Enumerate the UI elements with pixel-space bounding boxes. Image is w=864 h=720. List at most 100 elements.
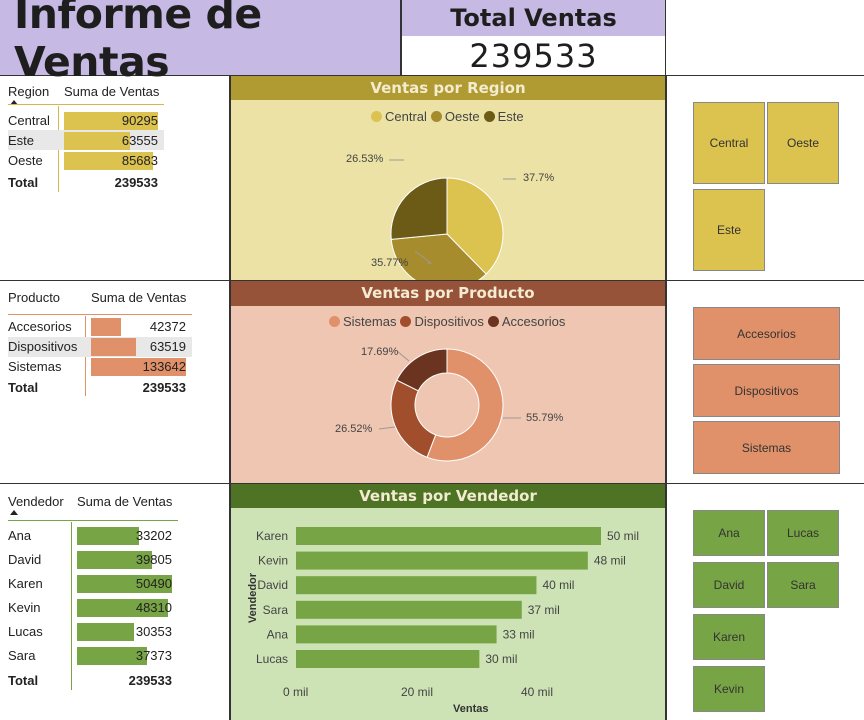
slicer-region-central[interactable]: Central	[693, 102, 765, 184]
divider-row-1	[0, 280, 864, 281]
product-slice-sistemas[interactable]	[426, 348, 504, 462]
seller_table-data-bar	[77, 623, 135, 641]
region_table-row-label[interactable]: Oeste	[8, 153, 43, 168]
region-slice-este[interactable]	[390, 177, 448, 240]
slicer-seller-ana[interactable]: Ana	[693, 510, 765, 556]
product-donut-chart[interactable]	[231, 281, 665, 483]
product-legend[interactable]: Sistemas Dispositivos Accesorios	[329, 314, 565, 329]
report-title-box: Informe de Ventas	[0, 0, 402, 86]
sort-arrow-icon	[10, 510, 18, 515]
x-tick-label: 0 mil	[283, 685, 309, 699]
seller-value-header[interactable]: Suma de Ventas	[77, 494, 173, 509]
region-slice-central[interactable]	[446, 177, 504, 275]
product-slice-accesorios[interactable]	[396, 348, 448, 392]
product_table-row-label[interactable]: Accesorios	[8, 319, 72, 334]
slicer-product-accesorios[interactable]: Accesorios	[693, 307, 840, 360]
seller-bar-kevin[interactable]	[296, 551, 588, 570]
product-col-header[interactable]: Producto	[8, 290, 61, 305]
region-pie-chart[interactable]	[231, 76, 665, 280]
slicer-seller-kevin[interactable]: Kevin	[693, 666, 765, 712]
y-tick-label: Sara	[263, 603, 289, 617]
slicer-region-oeste[interactable]: Oeste	[767, 102, 839, 184]
seller-bar-ana[interactable]	[296, 625, 497, 644]
total-value: 239533	[114, 175, 158, 190]
seller-bar-sara[interactable]	[296, 600, 522, 619]
seller_table-row-label[interactable]: Lucas	[8, 624, 43, 639]
seller_table-row-label[interactable]: Sara	[8, 648, 36, 663]
bar-data-label: 33 mil	[503, 627, 535, 641]
total-label: Total	[8, 175, 39, 190]
seller-bar-lucas[interactable]	[296, 650, 480, 668]
seller_table-row-label[interactable]: David	[8, 552, 42, 567]
region-chart-panel: Ventas por Region Central Oeste Este 37.…	[231, 76, 665, 280]
seller_table-data-bar	[77, 599, 168, 617]
bar-data-label: 40 mil	[542, 578, 574, 592]
product-chart-title: Ventas por Producto	[361, 284, 535, 302]
region_table-row-label[interactable]: Este	[8, 133, 35, 148]
slicer-product-dispositivos[interactable]: Dispositivos	[693, 364, 840, 417]
seller-col-header[interactable]: Vendedor	[8, 494, 64, 509]
seller_table-data-bar	[77, 575, 172, 593]
seller_table-row-label[interactable]: Karen	[8, 576, 43, 591]
seller_table-row-value: 33202	[135, 528, 172, 543]
product_table-row-value: 42372	[149, 319, 186, 334]
x-tick-label: 40 mil	[521, 685, 554, 699]
legend-item: Dispositivos	[400, 314, 484, 329]
seller-table: Vendedor Suma de Ventas Ana 33202 David 398…	[8, 494, 208, 694]
legend-dot-icon	[400, 316, 412, 327]
legend-item: Central	[371, 109, 427, 124]
divider-col-2	[665, 76, 667, 720]
product-slice-label: 17.69%	[361, 346, 399, 358]
bar-data-label: 48 mil	[594, 554, 626, 568]
slicer-seller-karen[interactable]: Karen	[693, 614, 765, 660]
region_table-row-label[interactable]: Central	[8, 113, 50, 128]
region-legend[interactable]: Central Oeste Este	[371, 109, 524, 124]
total-value: 239533	[142, 380, 186, 395]
y-tick-label: Kevin	[258, 554, 288, 568]
product_table-row-label[interactable]: Dispositivos	[8, 339, 78, 354]
y-tick-label: David	[257, 578, 288, 592]
region_table-row-value: 90295	[121, 113, 158, 128]
region_table-data-bar	[64, 132, 131, 150]
product-slice-label: 26.52%	[335, 423, 373, 435]
seller-bar-karen[interactable]	[296, 527, 601, 545]
y-tick-label: Karen	[256, 529, 288, 543]
product-slice-dispositivos[interactable]	[390, 379, 437, 458]
total-label: Total	[8, 673, 39, 688]
region-slice-label: 35.77%	[371, 257, 409, 269]
product-table: Producto Suma de Ventas Accesorios 42372 D…	[8, 290, 208, 400]
region-value-header[interactable]: Suma de Ventas	[64, 84, 160, 99]
seller_table-row-value: 37373	[135, 648, 172, 663]
product_table-data-bar	[91, 338, 137, 356]
region_table-data-bar	[64, 152, 154, 170]
seller_table-row-label[interactable]: Kevin	[8, 600, 41, 615]
seller-bar-david[interactable]	[296, 576, 537, 595]
region-slice-oeste[interactable]	[390, 233, 487, 280]
bar-data-label: 30 mil	[485, 652, 517, 666]
y-tick-label: Ana	[267, 627, 289, 641]
product_table-row-label[interactable]: Sistemas	[8, 359, 62, 374]
report-title: Informe de Ventas	[14, 0, 262, 86]
seller_table-data-bar	[77, 647, 148, 665]
region-slice-label: 37.7%	[523, 172, 555, 184]
product-chart-panel: Ventas por Producto Sistemas Dispositivo…	[231, 281, 665, 483]
slicer-region-este[interactable]: Este	[693, 189, 765, 271]
empty-header-cell	[666, 0, 864, 76]
product_table-row-value: 63519	[149, 339, 186, 354]
seller-chart-title: Ventas por Vendedor	[359, 487, 537, 505]
region-col-header[interactable]: Region	[8, 84, 50, 99]
product_table-row-value: 133642	[142, 359, 186, 374]
seller_table-row-value: 50490	[135, 576, 172, 591]
seller-chart-panel: Ventas por Vendedor Karen 50 mil Kevin 48 m…	[231, 484, 665, 720]
slicer-product-sistemas[interactable]: Sistemas	[693, 421, 840, 474]
region-chart-title: Ventas por Region	[370, 79, 526, 97]
slicer-seller-david[interactable]: David	[693, 562, 765, 608]
slicer-seller-sara[interactable]: Sara	[767, 562, 839, 608]
slicer-seller-lucas[interactable]: Lucas	[767, 510, 839, 556]
legend-dot-icon	[487, 316, 499, 327]
seller-bar-chart[interactable]: Karen 50 mil Kevin 48 mil David 40 mil Sara 37 …	[231, 484, 665, 720]
seller_table-row-label[interactable]: Ana	[8, 528, 32, 543]
seller_table-row-value: 48310	[135, 600, 172, 615]
product-value-header[interactable]: Suma de Ventas	[91, 290, 187, 305]
seller_table-data-bar	[77, 527, 140, 545]
